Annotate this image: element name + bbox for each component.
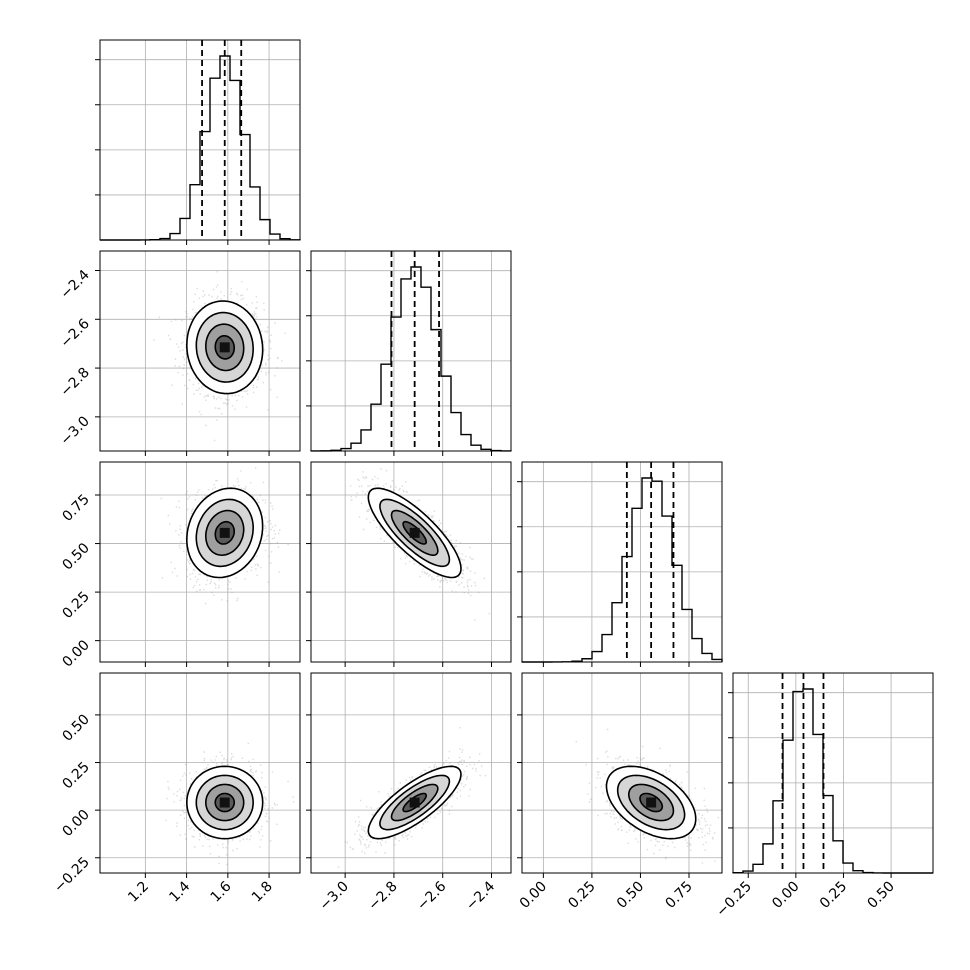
contour-line: [379, 774, 451, 831]
contour-line: [402, 520, 427, 545]
x-tick-label: 0.25: [565, 879, 598, 912]
scatter-panel-1-0: −3.0 −2.8 −2.6 −2.4: [57, 250, 301, 456]
density-layer: [575, 728, 720, 864]
scatter-panel-3-2: 0.00 0.25 0.50 0.75: [517, 672, 723, 912]
x-tick-label: 1.8: [249, 879, 276, 906]
panel-frame: [310, 461, 512, 663]
panel-frame: [521, 672, 723, 874]
contour-line: [616, 774, 686, 831]
x-tick-label: 1.6: [208, 878, 235, 905]
contour-line: [390, 783, 439, 822]
x-tick-label: 0.00: [769, 879, 802, 912]
x-tick-label: 0.00: [517, 879, 550, 912]
scatter-panel-2-0: 0.00 0.25 0.50 0.75: [59, 461, 301, 671]
y-tick-label: 0.50: [59, 711, 92, 744]
contour-line: [195, 311, 255, 383]
contour-line: [204, 323, 245, 372]
contour-line: [185, 487, 264, 579]
x-tick-label: −0.25: [713, 879, 755, 921]
x-tick-label: 0.75: [662, 879, 695, 912]
y-tick-label: −2.8: [57, 365, 92, 400]
x-tick-label: 0.25: [817, 879, 850, 912]
y-tick-label: 0.00: [59, 637, 92, 670]
panel-frame: [310, 672, 512, 874]
histogram-1: [310, 266, 512, 452]
x-tick-label: 0.50: [614, 879, 647, 912]
panel-frame: [732, 672, 934, 874]
contour-line: [205, 509, 245, 557]
contour-line: [185, 765, 264, 840]
histogram-0: [100, 55, 301, 241]
contour-line: [214, 335, 235, 360]
contour-line: [214, 520, 235, 545]
contour-line: [402, 792, 427, 813]
panel-frame: [99, 39, 301, 241]
panel-frame: [521, 461, 723, 663]
contour-line: [367, 765, 462, 840]
density-layer: [165, 742, 295, 866]
density-layer: [349, 468, 490, 621]
scatter-panel-3-0: −0.25 0.00 0.25 0.50 1.2 1.4 1.6 1.8: [51, 672, 301, 906]
hist-panel-0: [95, 39, 301, 245]
contour-line: [639, 792, 664, 813]
density-layer: [153, 271, 286, 442]
contour-line: [195, 774, 255, 831]
x-tick-label: −2.6: [414, 878, 449, 913]
y-tick-label: 0.25: [59, 589, 92, 622]
panel-frame: [99, 461, 301, 663]
contour-line: [195, 498, 255, 568]
histogram-3: [732, 688, 933, 874]
histogram-2: [522, 477, 723, 663]
panel-frame: [99, 672, 301, 874]
contour-line: [605, 765, 697, 840]
contour-line: [185, 300, 264, 395]
y-tick-label: 0.50: [59, 540, 92, 573]
density-peak: [219, 797, 230, 808]
density-layer: [337, 727, 487, 868]
x-tick-label: 0.50: [865, 879, 898, 912]
scatter-panel-2-1: [306, 461, 512, 667]
y-tick-label: −2.4: [57, 267, 92, 302]
density-peak: [219, 527, 230, 538]
panel-frame: [310, 250, 512, 452]
contour-line: [390, 509, 439, 556]
density-peak: [219, 342, 230, 353]
y-tick-label: −3.0: [57, 413, 92, 448]
panel-frame: [99, 250, 301, 452]
density-layer: [160, 462, 289, 605]
y-tick-label: 0.75: [59, 492, 92, 525]
y-tick-label: 0.00: [59, 807, 92, 840]
x-tick-label: 1.4: [166, 878, 193, 905]
density-peak: [409, 797, 420, 808]
hist-panel-3: −0.25 0.00 0.25 0.50: [713, 672, 934, 921]
y-tick-label: −2.6: [57, 316, 92, 351]
density-peak: [409, 527, 420, 538]
contour-line: [379, 498, 451, 568]
contour-line: [367, 487, 462, 579]
x-tick-label: −2.4: [463, 878, 498, 913]
contour-line: [214, 792, 235, 813]
y-tick-label: −0.25: [51, 854, 93, 896]
contour-line: [628, 783, 675, 822]
y-tick-label: 0.25: [59, 759, 92, 792]
scatter-panel-3-1: −3.0 −2.8 −2.6 −2.4: [306, 672, 512, 914]
contour-line: [204, 783, 245, 822]
hist-panel-1: [306, 250, 512, 456]
hist-panel-2: [517, 461, 723, 667]
x-tick-label: 1.2: [125, 879, 152, 906]
x-tick-label: −2.8: [365, 879, 400, 914]
density-peak: [646, 797, 657, 808]
x-tick-label: −3.0: [317, 879, 352, 914]
